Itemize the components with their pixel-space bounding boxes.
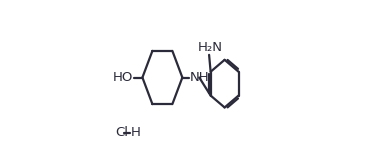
Text: H: H — [131, 126, 141, 139]
Text: HO: HO — [113, 71, 133, 84]
Text: H₂N: H₂N — [198, 41, 223, 54]
Text: Cl: Cl — [115, 126, 129, 139]
Text: NH: NH — [190, 71, 209, 84]
